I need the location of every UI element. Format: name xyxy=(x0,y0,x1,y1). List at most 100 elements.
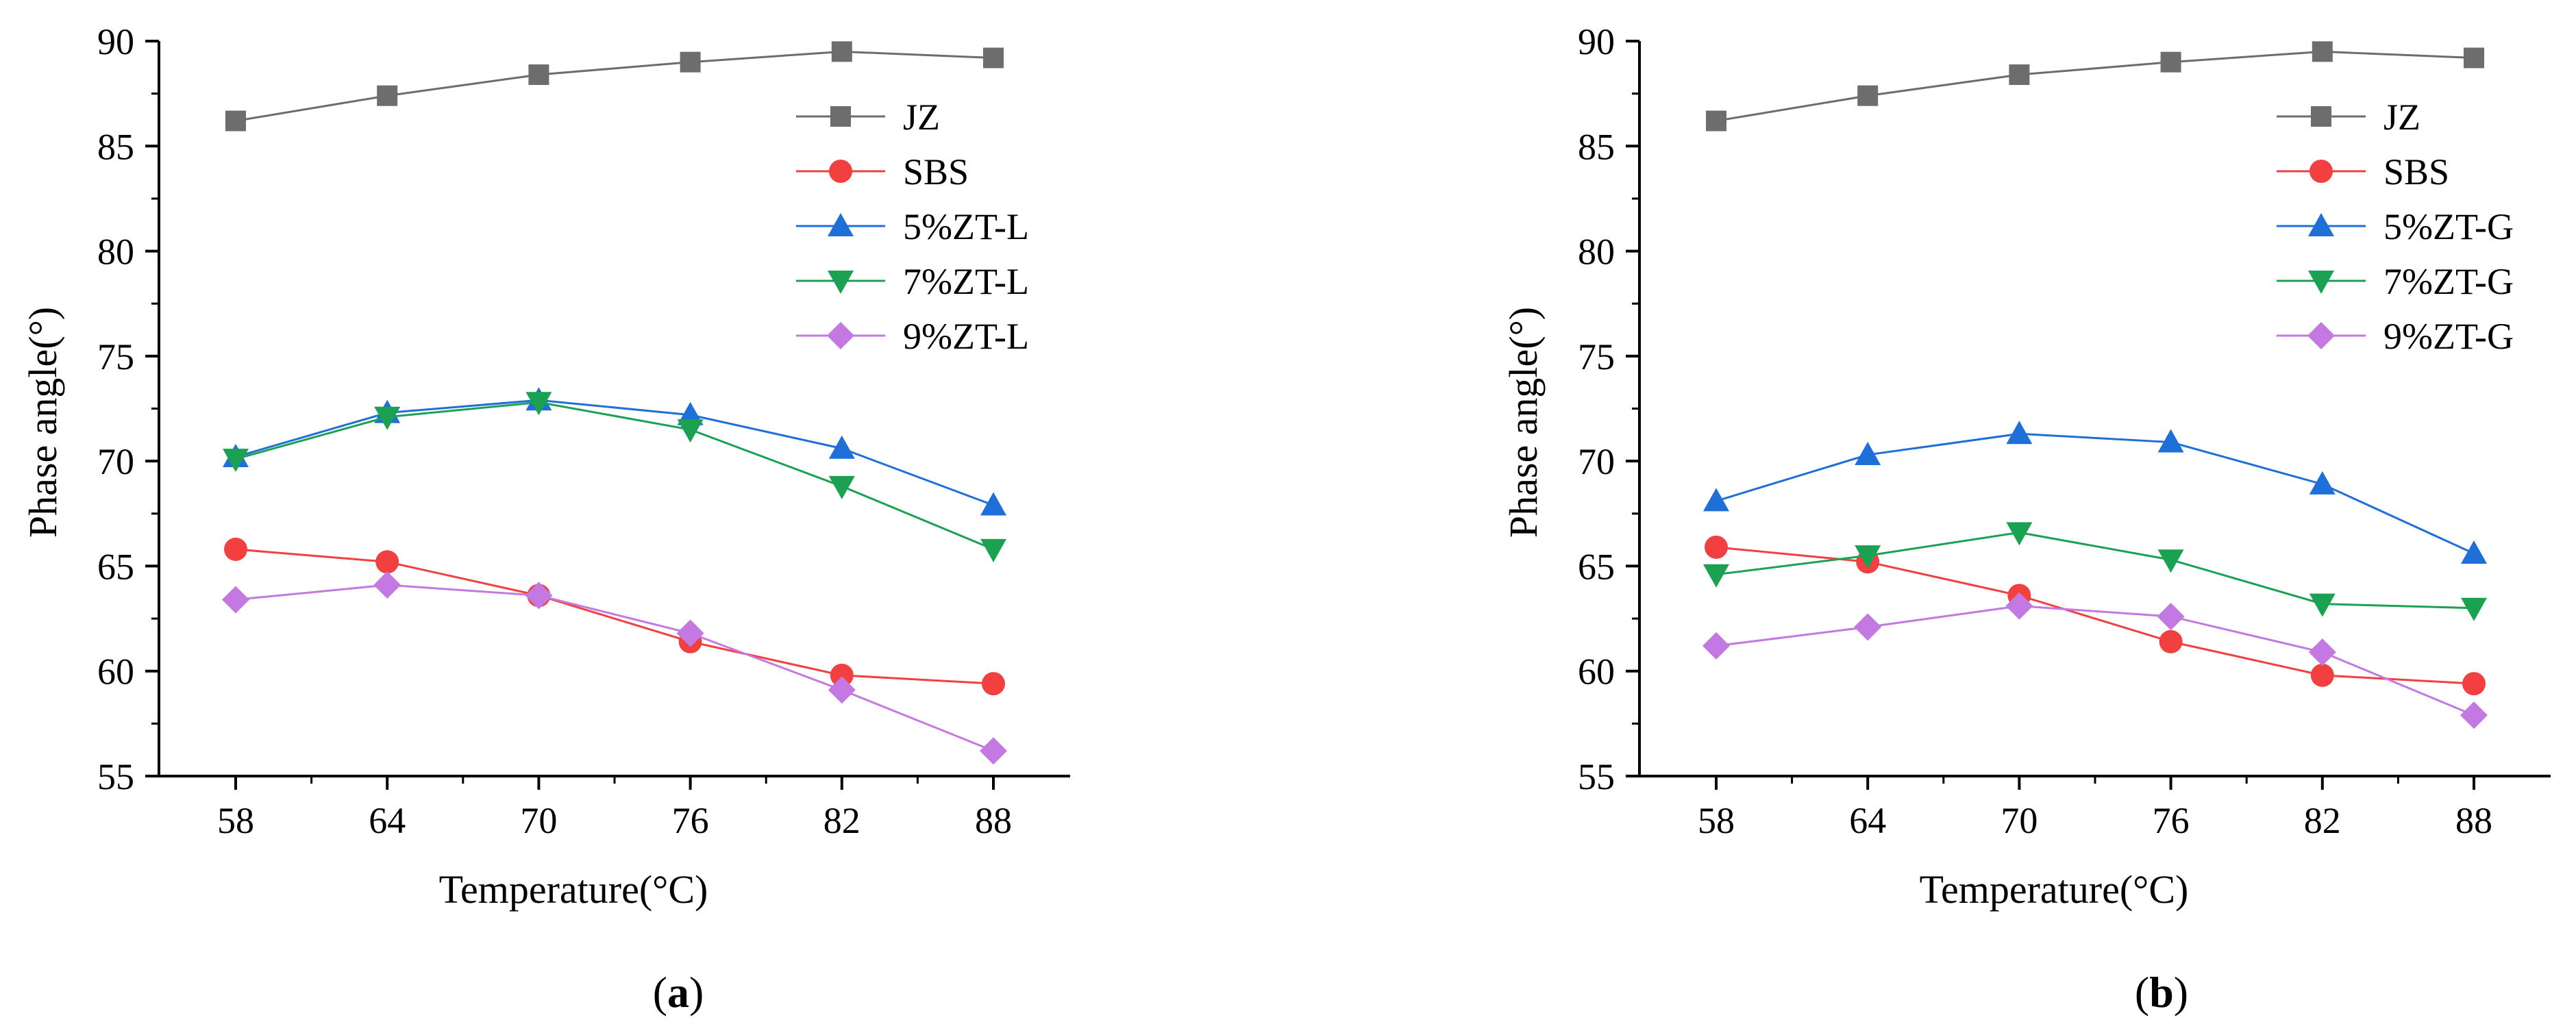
chart-b-series-jz xyxy=(1706,41,2484,132)
chart-b-data-point xyxy=(2157,603,2185,631)
legend-entry: 5%ZT-G xyxy=(2277,206,2514,247)
chart-a-data-point xyxy=(983,47,1004,68)
chart-a-y-tick-label: 80 xyxy=(97,232,134,273)
legend-label: 9%ZT-G xyxy=(2383,316,2514,357)
legend-label: 9%ZT-L xyxy=(903,316,1029,357)
chart-b-y-tick-label: 65 xyxy=(1578,546,1615,587)
chart-b-data-point xyxy=(2160,51,2181,73)
chart-b-series-7-zt-g xyxy=(1703,522,2487,621)
chart-a-data-point xyxy=(373,571,401,599)
chart-b-data-point xyxy=(2461,597,2487,621)
chart-b-legend: JZ SBS 5%ZT-G 7%ZT-G 9%ZT-G xyxy=(2277,97,2514,357)
chart-b-x-tick-label: 82 xyxy=(2304,800,2341,841)
caption-open-paren: ( xyxy=(2135,968,2149,1017)
chart-b-data-point xyxy=(2308,638,2336,666)
chart-a-y-tick-label: 70 xyxy=(97,441,134,482)
legend-entry: JZ xyxy=(2277,97,2420,138)
chart-a-series-line xyxy=(235,548,994,685)
chart-b-y-tick-label: 60 xyxy=(1578,651,1615,693)
chart-a-x-axis-title: Temperature(°C) xyxy=(439,867,708,912)
chart-b-y-tick-label: 90 xyxy=(1578,21,1615,62)
chart-a-data-point xyxy=(677,419,704,443)
chart-b-caption: (b) xyxy=(2135,968,2188,1017)
chart-a-data-point xyxy=(222,586,249,614)
chart-b-series-5-zt-g xyxy=(1703,421,2487,564)
legend-entry: 9%ZT-L xyxy=(796,316,1029,357)
legend-marker xyxy=(830,106,851,127)
chart-b-series-line xyxy=(1716,50,2475,122)
chart-a-x-tick-label: 82 xyxy=(823,800,860,841)
chart-b-x-tick-label: 70 xyxy=(2001,800,2038,841)
chart-b-series-9-zt-g xyxy=(1702,592,2488,730)
chart-a-series-jz xyxy=(225,41,1004,132)
legend-label: 7%ZT-L xyxy=(903,261,1029,302)
chart-b-y-tick-label: 70 xyxy=(1578,441,1615,482)
legend-label: 7%ZT-G xyxy=(2383,261,2514,302)
legend-entry: 9%ZT-G xyxy=(2277,316,2514,357)
legend-marker xyxy=(829,160,852,183)
legend-label: JZ xyxy=(2383,97,2420,138)
chart-b-data-point xyxy=(2464,47,2484,68)
chart-a-data-point xyxy=(982,672,1005,696)
chart-a-data-point xyxy=(980,737,1007,765)
chart-b-x-tick-label: 76 xyxy=(2153,800,2190,841)
legend-marker xyxy=(2308,271,2334,294)
chart-b-series-line xyxy=(1716,432,2475,555)
legend-label: 5%ZT-L xyxy=(903,206,1029,247)
chart-b-x-tick-label: 88 xyxy=(2455,800,2492,841)
legend-label: SBS xyxy=(903,151,969,192)
chart-a-y-tick-label: 65 xyxy=(97,546,134,587)
chart-b-y-axis-title: Phase angle(°) xyxy=(1501,307,1546,538)
chart-b-data-point xyxy=(1855,441,1881,465)
chart-b-data-point xyxy=(2460,701,2488,730)
chart-b-y-tick-label: 75 xyxy=(1578,336,1615,377)
legend-label: SBS xyxy=(2383,151,2449,192)
chart-a-data-point xyxy=(980,492,1006,516)
chart-a-series-line xyxy=(235,401,994,551)
chart-a-data-point xyxy=(680,51,701,73)
chart-a-y-tick-label: 55 xyxy=(97,756,134,797)
chart-b-y-tick-label: 80 xyxy=(1578,232,1615,273)
chart-a-data-point xyxy=(375,550,399,574)
chart-b-data-point xyxy=(2309,593,2336,617)
chart-b-data-point xyxy=(2461,540,2487,564)
chart-a-x-tick-label: 76 xyxy=(672,800,709,841)
chart-a-data-point xyxy=(828,435,855,459)
chart-a: 55 60 65 70 75 80 85 90 58 64 70 76 82 88 Temperature(… xyxy=(21,21,1070,1017)
chart-b-series-line xyxy=(1716,605,2475,716)
legend-marker xyxy=(827,322,854,349)
legend-entry: 7%ZT-L xyxy=(796,261,1029,302)
chart-b-data-point xyxy=(2006,421,2033,445)
chart-a-data-point xyxy=(223,449,249,473)
chart-a-x-tick-label: 64 xyxy=(369,800,406,841)
chart-a-data-point xyxy=(525,392,552,416)
legend-label: JZ xyxy=(903,97,940,138)
chart-b-x-tick-label: 64 xyxy=(1849,800,1886,841)
chart-b-y-tick-label: 85 xyxy=(1578,126,1615,167)
chart-a-data-point xyxy=(828,475,855,499)
chart-a-y-ticks: 55 60 65 70 75 80 85 90 xyxy=(97,21,159,797)
chart-b-data-point xyxy=(1857,85,1879,106)
chart-b-data-point xyxy=(2309,471,2336,495)
chart-a-data-point xyxy=(980,538,1006,562)
chart-a-data-point xyxy=(831,41,852,62)
chart-b-data-point xyxy=(1705,535,1728,559)
caption-letter: b xyxy=(2149,968,2174,1017)
chart-a-x-ticks: 58 64 70 76 82 88 xyxy=(217,776,1012,841)
legend-entry: SBS xyxy=(796,151,969,192)
chart-b-data-point xyxy=(1855,545,1881,569)
chart-a-y-tick-label: 60 xyxy=(97,651,134,693)
chart-a-series-line xyxy=(235,584,994,752)
chart-b-data-point xyxy=(2157,549,2184,573)
chart-b-data-point xyxy=(2312,41,2333,62)
chart-a-data-point xyxy=(224,537,247,561)
chart-b-data-point xyxy=(1702,632,1730,660)
chart-a-data-point xyxy=(528,64,549,86)
chart-a-series-5-zt-l xyxy=(223,387,1006,516)
chart-b-data-point xyxy=(2005,592,2033,620)
legend-marker xyxy=(828,213,854,236)
chart-a-y-axis-title: Phase angle(°) xyxy=(21,307,65,538)
chart-a-data-point xyxy=(377,85,398,106)
chart-a-x-tick-label: 70 xyxy=(520,800,557,841)
